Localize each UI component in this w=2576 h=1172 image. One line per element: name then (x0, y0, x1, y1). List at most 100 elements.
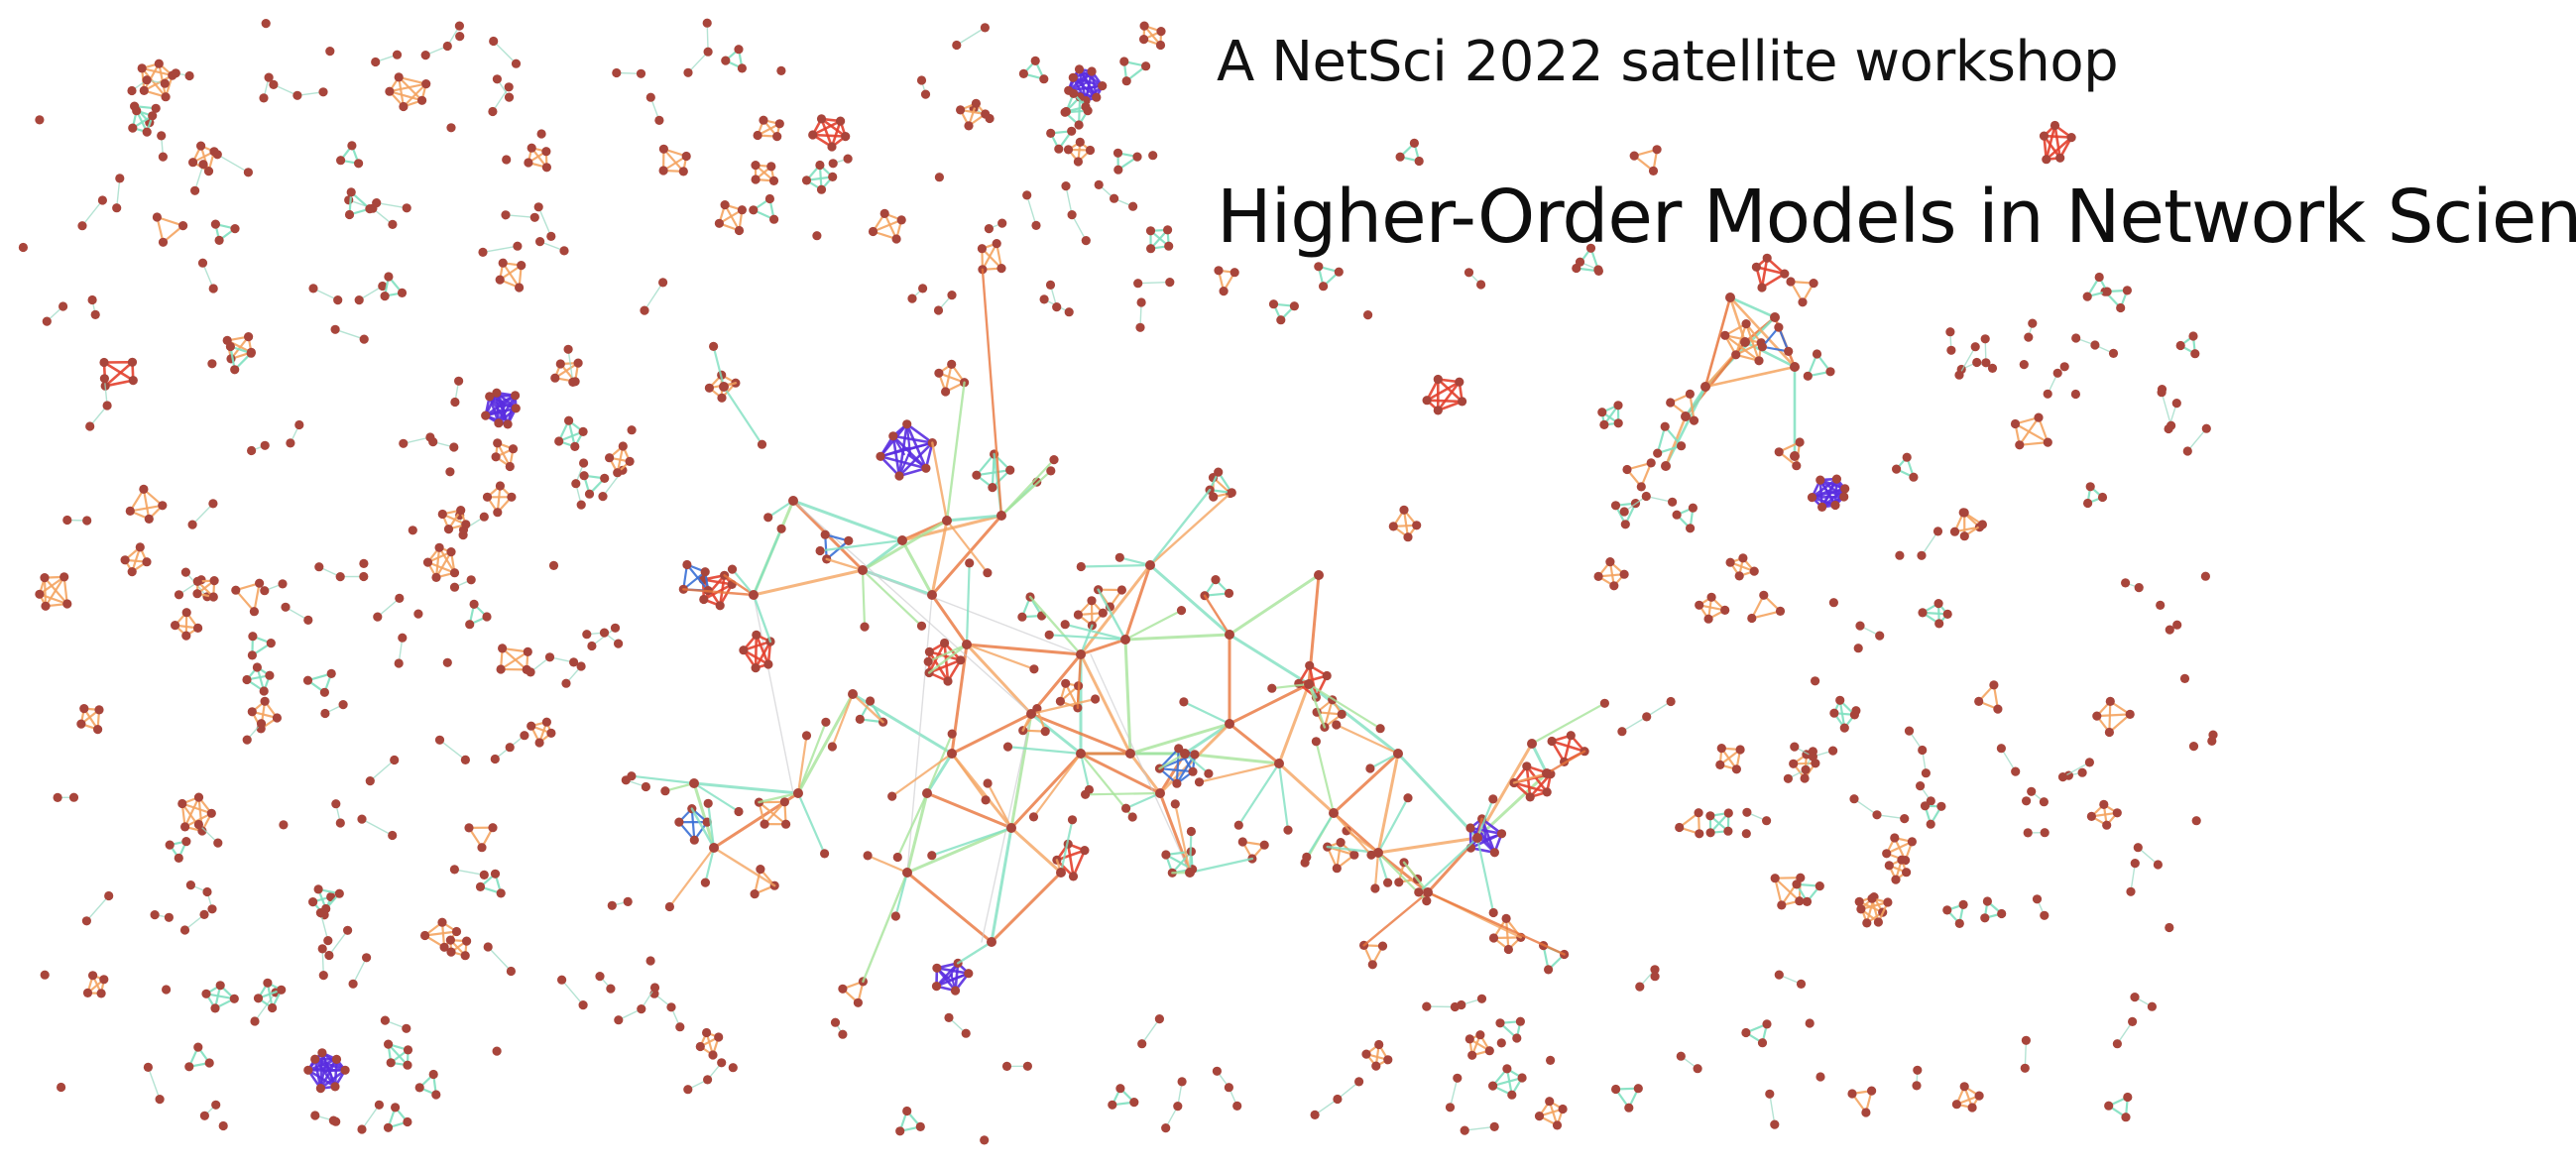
network-node (1076, 561, 1086, 572)
network-node (568, 377, 578, 387)
network-node (1145, 560, 1155, 570)
network-node (675, 1022, 685, 1032)
network-node (1067, 210, 1077, 220)
network-node (1545, 1097, 1555, 1107)
network-node (2055, 153, 2065, 163)
network-node (422, 557, 433, 567)
network-edge (1376, 752, 1400, 855)
network-node (828, 172, 838, 181)
network-node (1225, 630, 1234, 640)
network-node (2085, 482, 2095, 492)
network-node (1046, 466, 1056, 476)
network-edge (692, 781, 741, 813)
network-node (1204, 768, 1214, 778)
network-node (1987, 363, 1998, 373)
network-node (85, 421, 95, 431)
network-node (1154, 1014, 1164, 1024)
network-node (385, 86, 395, 96)
network-node (414, 1083, 424, 1093)
network-node (104, 890, 114, 901)
network-edge (1078, 67, 1104, 87)
network-node (1136, 297, 1146, 307)
network-node (231, 585, 241, 595)
network-node (225, 341, 235, 352)
network-node (2024, 332, 2034, 342)
network-node (403, 1060, 412, 1070)
network-edge (723, 574, 756, 597)
network-node (218, 1120, 228, 1131)
network-node (682, 559, 692, 570)
network-node (1872, 810, 1882, 820)
network-node (801, 176, 812, 185)
network-edge (943, 642, 950, 683)
network-edge (1183, 722, 1231, 756)
network-node (1731, 350, 1741, 360)
network-node (2070, 389, 2080, 400)
network-node (199, 1111, 209, 1120)
network-node (1114, 552, 1124, 562)
network-edge (1368, 752, 1400, 770)
network-node (950, 986, 961, 996)
network-node (1116, 585, 1126, 595)
network-node (702, 1027, 712, 1038)
network-node (571, 479, 581, 489)
network-node (2207, 736, 2217, 747)
network-node (996, 511, 1006, 521)
network-node (1225, 719, 1234, 729)
network-node (2121, 1113, 2131, 1122)
network-node (1472, 833, 1482, 843)
network-node (210, 219, 220, 229)
network-node (272, 713, 282, 723)
network-edge (930, 519, 949, 597)
network-node (703, 798, 713, 808)
network-node (197, 258, 208, 268)
network-node (1527, 739, 1537, 749)
network-node (1890, 833, 1900, 843)
network-node (154, 59, 164, 68)
network-edge (682, 588, 756, 597)
network-node (1512, 1033, 1522, 1043)
network-node (1044, 630, 1054, 640)
network-node (1792, 461, 1802, 471)
network-node (2049, 120, 2060, 131)
network-node (2172, 620, 2182, 630)
network-node (62, 599, 72, 609)
network-node (460, 755, 470, 765)
network-node (523, 646, 532, 657)
network-node (1646, 458, 1656, 468)
network-node (1867, 1086, 1877, 1096)
network-node (1795, 896, 1805, 906)
network-node (1289, 301, 1299, 311)
network-node (333, 295, 343, 305)
network-node (1790, 362, 1800, 372)
network-node (1305, 660, 1315, 670)
network-edge (438, 739, 467, 762)
network-node (533, 202, 543, 212)
network-node (158, 152, 168, 162)
network-edge (1703, 295, 1732, 389)
network-node (1585, 243, 1596, 253)
network-edge (2043, 134, 2073, 139)
network-node (343, 925, 353, 935)
network-node (278, 579, 288, 589)
network-node (1002, 742, 1013, 752)
network-node (378, 281, 388, 292)
network-node (709, 341, 719, 351)
network-node (1121, 803, 1131, 813)
network-node (1488, 794, 1498, 804)
network-node (1629, 151, 1639, 161)
network-edge (1723, 334, 1761, 362)
network-node (1847, 1089, 1857, 1099)
network-node (820, 849, 830, 859)
network-node (35, 589, 45, 599)
network-node (866, 696, 876, 706)
network-edge (861, 568, 867, 629)
network-node (541, 163, 552, 173)
network-node (1465, 823, 1475, 833)
network-node (1747, 613, 1757, 624)
network-edge (862, 871, 909, 984)
network-edge (1475, 836, 1495, 914)
network-node (1155, 40, 1166, 51)
network-node (1190, 750, 1200, 760)
network-node (728, 1063, 738, 1073)
